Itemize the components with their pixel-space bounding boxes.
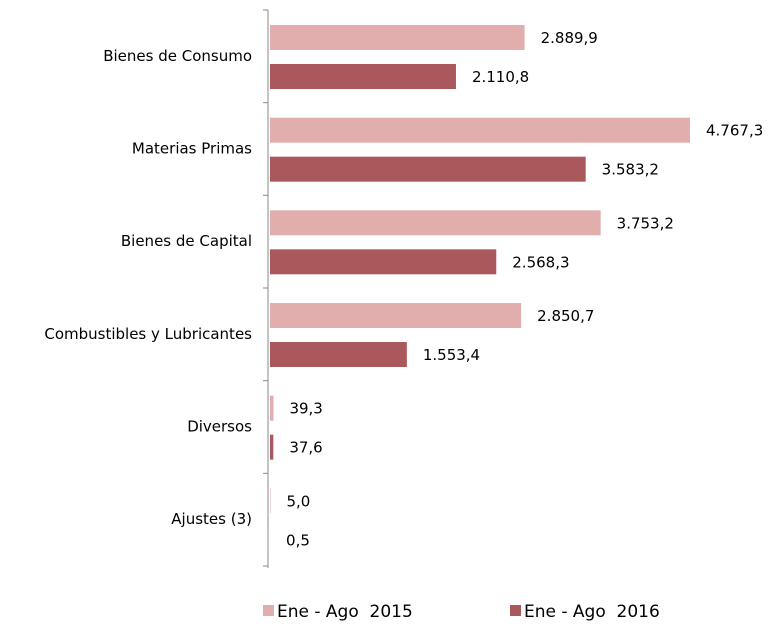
legend-swatch — [263, 605, 274, 616]
category-label: Diversos — [187, 418, 252, 436]
value-label: 4.767,3 — [706, 122, 763, 140]
value-label: 37,6 — [289, 439, 322, 457]
value-label: 1.553,4 — [423, 346, 480, 364]
value-label: 2.568,3 — [512, 253, 569, 271]
bar — [270, 117, 690, 143]
category-label: Bienes de Consumo — [103, 47, 252, 65]
value-label: 2.850,7 — [537, 307, 594, 325]
value-label: 5,0 — [286, 492, 310, 510]
value-label: 3.583,2 — [602, 161, 659, 179]
bar — [270, 25, 525, 50]
category-label: Ajustes (3) — [171, 510, 252, 528]
bar — [270, 434, 274, 460]
bar — [270, 395, 274, 421]
bar — [270, 156, 586, 182]
value-label: 3.753,2 — [617, 214, 674, 232]
bar — [270, 342, 407, 367]
category-label: Materias Primas — [132, 140, 252, 158]
value-label: 2.110,8 — [472, 68, 529, 86]
value-label: 39,3 — [289, 400, 322, 418]
category-label: Combustibles y Lubricantes — [44, 325, 252, 343]
category-label: Bienes de Capital — [121, 232, 252, 250]
value-label: 2.889,9 — [541, 29, 598, 47]
value-label: 0,5 — [286, 531, 310, 549]
bar — [270, 303, 522, 328]
bar — [270, 64, 456, 89]
legend-label: Ene - Ago 2015 — [277, 602, 413, 622]
bar — [270, 249, 497, 275]
legend-label: Ene - Ago 2016 — [524, 602, 660, 622]
bar — [270, 210, 601, 236]
legend-swatch — [510, 605, 521, 616]
